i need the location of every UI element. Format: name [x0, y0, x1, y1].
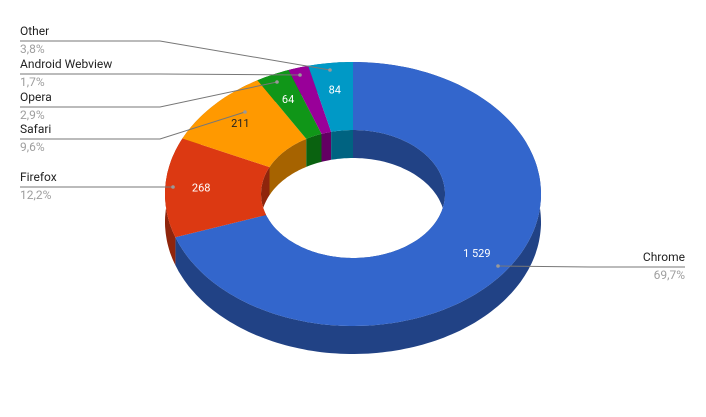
slice	[175, 62, 541, 326]
percent-label: 2,9%	[20, 108, 45, 122]
inner-wall	[269, 138, 307, 196]
leader-dot	[496, 264, 500, 268]
category-label: Chrome	[643, 250, 685, 264]
leader-line	[20, 40, 331, 71]
category-label: Safari	[20, 122, 51, 136]
category-label: Opera	[20, 90, 52, 104]
percent-label: 12,2%	[20, 188, 52, 202]
leader-line	[20, 111, 246, 140]
category-label: Other	[20, 24, 49, 38]
percent-label: 69,7%	[654, 268, 686, 282]
leader-line	[20, 81, 278, 108]
inner-wall	[321, 131, 332, 162]
data-label: 268	[192, 182, 211, 195]
leader-line	[20, 73, 301, 76]
slice	[165, 138, 270, 238]
leader-dot	[171, 185, 175, 189]
leader-dot	[275, 80, 279, 84]
percent-label: 9,6%	[20, 140, 45, 154]
data-label: 84	[329, 84, 341, 97]
percent-label: 1,7%	[20, 75, 45, 89]
slice	[182, 80, 307, 168]
slice	[308, 62, 353, 132]
leader-dot	[298, 73, 302, 77]
data-label: 211	[231, 117, 250, 130]
slice	[288, 65, 332, 134]
leader-dot	[243, 110, 247, 114]
slice	[257, 70, 322, 139]
inner-wall	[331, 130, 353, 160]
inner-wall	[306, 133, 322, 167]
data-label: 1 529	[463, 247, 490, 260]
data-label: 64	[282, 93, 294, 106]
percent-label: 3,8%	[20, 42, 45, 56]
leader-dot	[328, 68, 332, 72]
category-label: Android Webview	[20, 57, 112, 71]
leader-line	[497, 265, 685, 268]
category-label: Firefox	[20, 170, 57, 184]
